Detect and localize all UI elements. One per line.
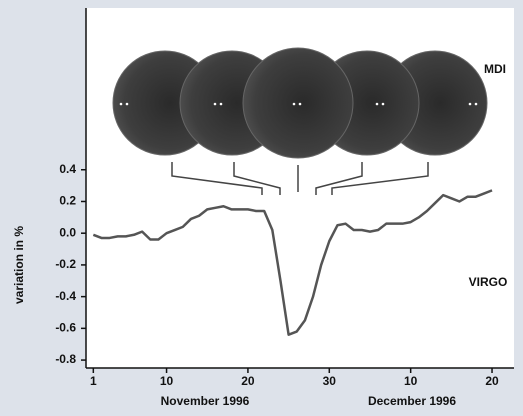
y-tick-label: 0.2 (59, 194, 76, 208)
sun-images (112, 47, 488, 159)
annotation: MDI (484, 62, 506, 76)
annotation: November 1996 (161, 394, 250, 408)
y-tick-label: -0.2 (55, 257, 76, 271)
x-tick-label: 30 (323, 374, 337, 388)
y-tick-label: -0.4 (55, 289, 76, 303)
annotation: December 1996 (368, 394, 456, 408)
y-tick-label: 0.4 (59, 162, 76, 176)
y-tick-label: -0.6 (55, 321, 76, 335)
data-line (92, 189, 493, 336)
annotation: VIRGO (469, 275, 508, 289)
sunspots (119, 102, 478, 106)
x-tick-label: 10 (160, 374, 174, 388)
y-tick-label: 0.0 (59, 225, 76, 239)
x-tick-label: 10 (404, 374, 418, 388)
brackets (171, 162, 429, 195)
sun-disk (242, 47, 354, 159)
x-tick-label: 20 (485, 374, 499, 388)
y-axis-label: variation in % (12, 226, 26, 304)
x-tick-label: 1 (90, 374, 97, 388)
x-tick-label: 20 (241, 374, 255, 388)
y-tick-label: -0.8 (55, 352, 76, 366)
